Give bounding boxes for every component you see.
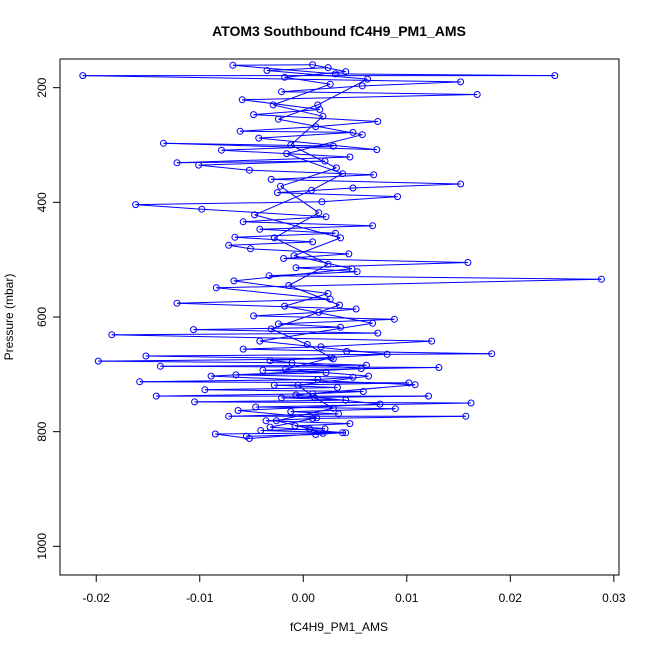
series-segment: [233, 65, 313, 66]
x-tick-label: 0.02: [499, 591, 523, 605]
series-segment: [194, 327, 341, 329]
series-segment: [362, 82, 460, 86]
series-segment: [254, 115, 378, 122]
series-segment: [295, 424, 350, 426]
series-segment: [205, 388, 338, 390]
series-segment: [287, 135, 363, 154]
series-segment: [112, 333, 378, 335]
series-segment: [243, 222, 372, 226]
x-tick-label: -0.01: [186, 591, 214, 605]
y-tick-label: 1000: [35, 533, 49, 560]
series-segment: [229, 242, 313, 245]
series-segment: [291, 409, 396, 412]
x-axis: -0.02 -0.01 0.00 0.01 0.02 0.03: [83, 575, 626, 605]
series-segment: [136, 205, 202, 210]
series-segment: [260, 229, 336, 233]
series-segment: [284, 254, 349, 259]
series-segment: [282, 92, 478, 95]
series-segment: [235, 233, 336, 237]
series-segment: [274, 385, 337, 387]
series-segment: [259, 132, 353, 138]
series-segment: [249, 170, 373, 175]
series-segment: [83, 76, 461, 82]
series-segment: [202, 209, 326, 217]
x-tick-label: 0.00: [292, 591, 316, 605]
series-segment: [136, 202, 322, 205]
y-axis-label: Pressure (mbar): [2, 274, 16, 361]
series-segment: [260, 226, 373, 230]
series-segment: [312, 174, 343, 191]
series-segment: [236, 375, 353, 377]
series-segment: [321, 341, 432, 347]
series-segment: [285, 77, 331, 84]
y-axis: 200 400 600 800 1000: [35, 77, 60, 559]
series-segment: [112, 335, 432, 341]
x-axis-label: fC4H9_PM1_AMS: [290, 620, 388, 634]
series-segment: [243, 349, 347, 351]
series-segment: [234, 269, 352, 281]
series-segment: [296, 263, 468, 268]
series-segment: [316, 122, 378, 127]
series-segment: [240, 131, 353, 132]
series-segment: [242, 95, 477, 100]
x-tick-label: 0.01: [395, 591, 419, 605]
series-segment: [271, 175, 374, 180]
series-segment: [278, 324, 340, 327]
series-segment: [353, 184, 461, 188]
series-segment: [322, 197, 398, 202]
series-segment: [98, 361, 292, 363]
series-segment: [146, 354, 492, 356]
chart-title: ATOM3 Southbound fC4H9_PM1_AMS: [212, 23, 466, 39]
series-segment: [195, 400, 346, 402]
y-tick-label: 600: [35, 307, 49, 327]
y-tick-label: 400: [35, 192, 49, 212]
series-lines: [83, 65, 602, 439]
series-segment: [199, 165, 250, 170]
series-segment: [274, 238, 328, 264]
series-segment: [195, 402, 471, 403]
x-tick-label: 0.03: [602, 591, 626, 605]
series-segment: [254, 110, 320, 115]
series-segment: [254, 316, 395, 319]
y-tick-label: 800: [35, 421, 49, 441]
series-segment: [269, 276, 601, 280]
series-segment: [291, 116, 323, 145]
x-tick-label: -0.02: [83, 591, 111, 605]
series-segment: [194, 330, 378, 334]
y-tick-label: 200: [35, 77, 49, 97]
series-segment: [240, 127, 316, 132]
